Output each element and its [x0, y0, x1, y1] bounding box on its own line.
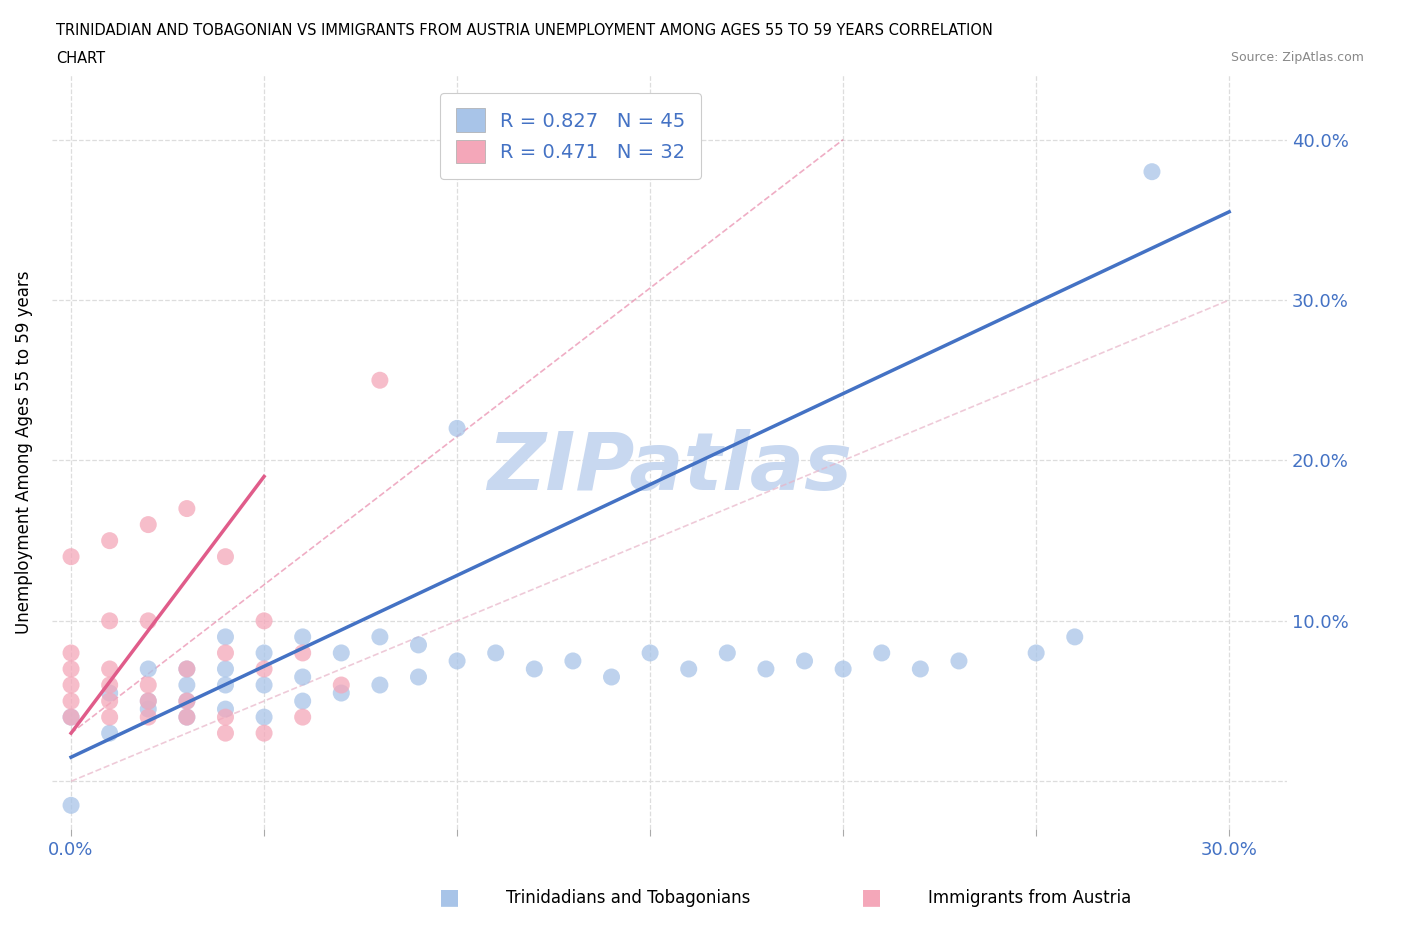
Point: [60, 798, 83, 813]
Point: [176, 678, 198, 693]
Text: Source: ZipAtlas.com: Source: ZipAtlas.com: [1230, 51, 1364, 64]
Point: [291, 630, 314, 644]
Point: [600, 670, 623, 684]
Text: ■: ■: [862, 886, 882, 907]
Point: [136, 517, 159, 532]
Point: [291, 645, 314, 660]
Point: [446, 421, 468, 436]
Point: [136, 678, 159, 693]
Legend: R = 0.827   N = 45, R = 0.471   N = 32: R = 0.827 N = 45, R = 0.471 N = 32: [440, 93, 702, 179]
Y-axis label: Unemployment Among Ages 55 to 59 years: Unemployment Among Ages 55 to 59 years: [15, 271, 32, 634]
Point: [485, 645, 508, 660]
Point: [214, 645, 236, 660]
Point: [408, 637, 430, 652]
Point: [176, 661, 198, 676]
Point: [214, 710, 236, 724]
Point: [561, 654, 583, 669]
Point: [176, 710, 198, 724]
Point: [214, 701, 236, 716]
Point: [523, 661, 546, 676]
Point: [136, 661, 159, 676]
Point: [330, 645, 353, 660]
Point: [60, 661, 83, 676]
Point: [1025, 645, 1047, 660]
Point: [60, 678, 83, 693]
Text: ZIPatlas: ZIPatlas: [486, 429, 852, 507]
Text: Trinidadians and Tobagonians: Trinidadians and Tobagonians: [506, 889, 751, 907]
Point: [98, 694, 121, 709]
Point: [136, 701, 159, 716]
Text: CHART: CHART: [56, 51, 105, 66]
Point: [253, 614, 276, 629]
Point: [253, 710, 276, 724]
Point: [60, 645, 83, 660]
Point: [136, 694, 159, 709]
Text: ■: ■: [440, 886, 460, 907]
Point: [98, 678, 121, 693]
Point: [446, 654, 468, 669]
Point: [60, 710, 83, 724]
Point: [98, 614, 121, 629]
Point: [870, 645, 893, 660]
Point: [793, 654, 815, 669]
Point: [755, 661, 778, 676]
Point: [678, 661, 700, 676]
Point: [214, 661, 236, 676]
Point: [253, 678, 276, 693]
Point: [716, 645, 738, 660]
Point: [98, 661, 121, 676]
Point: [638, 645, 661, 660]
Point: [214, 630, 236, 644]
Point: [214, 550, 236, 565]
Point: [98, 725, 121, 740]
Point: [176, 694, 198, 709]
Point: [98, 533, 121, 548]
Point: [910, 661, 932, 676]
Point: [1063, 630, 1085, 644]
Point: [136, 710, 159, 724]
Point: [176, 694, 198, 709]
Point: [136, 694, 159, 709]
Point: [291, 670, 314, 684]
Point: [98, 685, 121, 700]
Point: [253, 645, 276, 660]
Point: [253, 725, 276, 740]
Point: [368, 373, 391, 388]
Point: [60, 550, 83, 565]
Point: [176, 661, 198, 676]
Text: TRINIDADIAN AND TOBAGONIAN VS IMMIGRANTS FROM AUSTRIA UNEMPLOYMENT AMONG AGES 55: TRINIDADIAN AND TOBAGONIAN VS IMMIGRANTS…: [56, 23, 993, 38]
Point: [408, 670, 430, 684]
Point: [176, 501, 198, 516]
Point: [330, 678, 353, 693]
Point: [136, 614, 159, 629]
Point: [98, 710, 121, 724]
Point: [1140, 165, 1163, 179]
Point: [214, 725, 236, 740]
Text: Immigrants from Austria: Immigrants from Austria: [928, 889, 1132, 907]
Point: [368, 678, 391, 693]
Point: [948, 654, 970, 669]
Point: [253, 661, 276, 676]
Point: [330, 685, 353, 700]
Point: [291, 710, 314, 724]
Point: [60, 694, 83, 709]
Point: [60, 710, 83, 724]
Point: [291, 694, 314, 709]
Point: [214, 678, 236, 693]
Point: [368, 630, 391, 644]
Point: [832, 661, 855, 676]
Point: [176, 710, 198, 724]
